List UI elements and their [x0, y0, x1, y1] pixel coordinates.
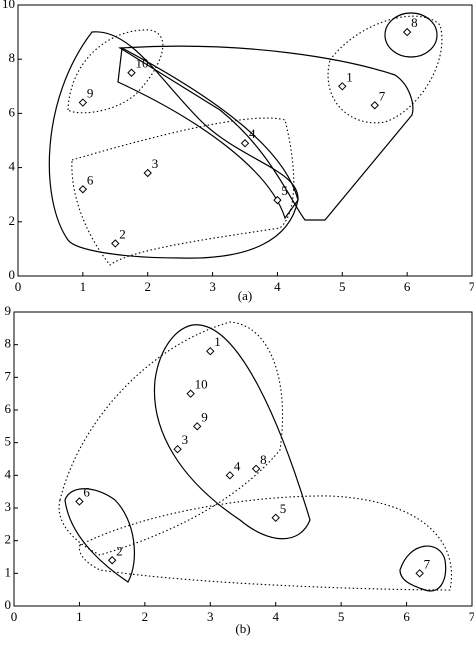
point-label: 7 [424, 556, 431, 571]
point [75, 497, 84, 506]
point-label: 10 [195, 377, 208, 392]
hull [71, 117, 295, 266]
point-label: 9 [201, 409, 208, 424]
hull [78, 495, 452, 591]
hull [117, 47, 299, 220]
point-label: 10 [136, 56, 149, 71]
y-tick-label: 0 [5, 597, 12, 612]
x-tick-label: 6 [403, 609, 410, 624]
point [415, 569, 424, 578]
point-label: 4 [249, 126, 256, 141]
y-tick-label: 3 [5, 499, 12, 514]
hulls-a [48, 12, 443, 266]
x-tick-label: 3 [209, 279, 216, 294]
y-tick-label: 2 [9, 213, 16, 228]
point-label: 7 [379, 88, 386, 103]
point [127, 68, 136, 77]
point-label: 1 [346, 69, 353, 84]
x-tick-label: 7 [469, 609, 474, 624]
point [240, 139, 250, 148]
point [111, 239, 120, 248]
y-tick-label: 6 [5, 401, 12, 416]
x-tick-label: 4 [272, 609, 279, 624]
point [143, 168, 152, 178]
y-tick-label: 1 [5, 564, 12, 579]
y-tick-label: 2 [5, 532, 12, 547]
y-tick-label: 10 [2, 0, 15, 11]
x-tick-label: 5 [339, 279, 346, 294]
point [271, 513, 280, 523]
point [173, 444, 182, 454]
caption: (a) [238, 288, 252, 303]
point-label: 3 [182, 432, 189, 447]
hull [384, 12, 438, 58]
point [273, 195, 282, 205]
point [338, 82, 347, 91]
x-tick-label: 5 [338, 609, 345, 624]
x-tick-label: 1 [80, 279, 87, 294]
hull [399, 545, 447, 592]
hulls-b [58, 321, 452, 592]
x-tick-label: 6 [404, 279, 411, 294]
point-label: 3 [152, 156, 159, 171]
point-label: 8 [260, 452, 267, 467]
hull [48, 31, 299, 259]
plot-frame [13, 311, 473, 607]
point-label: 2 [116, 543, 123, 558]
point [186, 389, 195, 398]
x-tick-label: 4 [274, 279, 281, 294]
point-label: 5 [281, 183, 288, 198]
point [225, 471, 235, 480]
point-label: 2 [119, 226, 126, 241]
point-label: 6 [87, 172, 94, 187]
x-tick-label: 0 [15, 279, 22, 294]
y-tick-label: 8 [9, 50, 16, 65]
hull [64, 488, 135, 583]
x-tick-label: 3 [207, 609, 214, 624]
x-tick-label: 2 [144, 279, 151, 294]
x-tick-label: 1 [76, 609, 83, 624]
x-tick-label: 2 [142, 609, 149, 624]
point [251, 464, 261, 474]
y-tick-label: 7 [5, 368, 12, 383]
y-tick-label: 0 [9, 267, 16, 282]
point [206, 346, 215, 356]
y-tick-label: 5 [5, 434, 12, 449]
point-label: 1 [214, 334, 221, 349]
point [402, 27, 412, 37]
y-tick-label: 8 [5, 336, 12, 351]
hull [118, 45, 414, 221]
hull [153, 324, 311, 540]
x-tick-label: 0 [11, 609, 18, 624]
hull [327, 15, 443, 124]
y-tick-label: 4 [5, 466, 12, 481]
x-tick-label: 7 [469, 279, 474, 294]
point [370, 101, 379, 110]
plot-frame [17, 4, 473, 277]
point-label: 6 [83, 484, 90, 499]
point-label: 4 [234, 458, 241, 473]
y-tick-label: 4 [9, 159, 16, 174]
y-tick-label: 9 [5, 303, 12, 318]
caption: (b) [235, 621, 250, 636]
point-label: 5 [280, 501, 287, 516]
point [107, 556, 117, 565]
point [78, 98, 88, 107]
point [78, 185, 88, 194]
hull [67, 29, 164, 114]
point [192, 422, 202, 431]
point-label: 9 [87, 86, 94, 101]
y-tick-label: 6 [9, 104, 16, 119]
hull [58, 321, 284, 556]
point-label: 8 [411, 15, 418, 30]
